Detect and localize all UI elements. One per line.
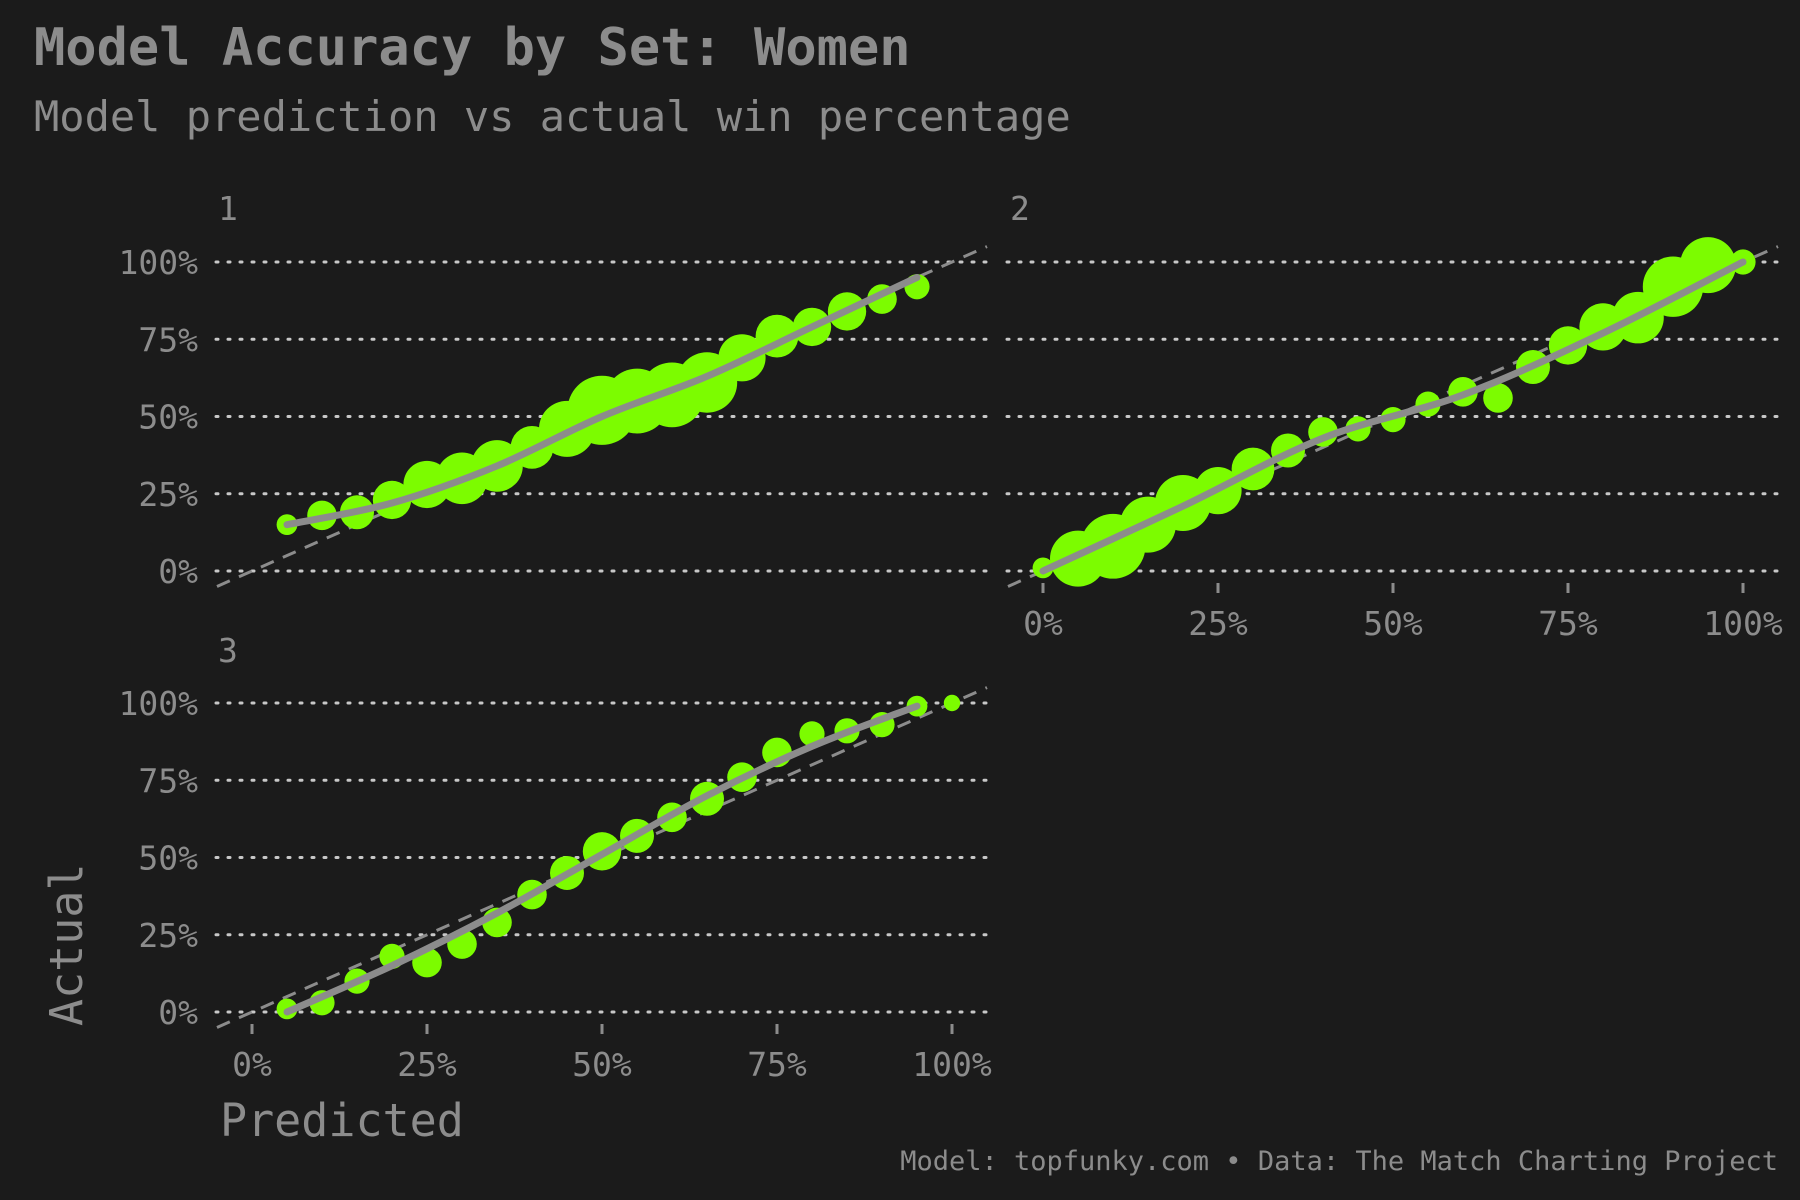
chart-title: Model Accuracy by Set: Women (34, 18, 911, 78)
x-tick-label-3-4: 100% (912, 1045, 992, 1084)
x-tick-label-3-2: 50% (572, 1045, 632, 1084)
facet-label-2: 2 (1010, 189, 1030, 228)
x-tick-label-3-3: 75% (747, 1045, 807, 1084)
facet-label-1: 1 (218, 189, 238, 228)
panel-3: 3 0% 0% 25% 25% 50% 50% 75% 75% 100% 100% (119, 631, 992, 1084)
chart-subtitle: Model prediction vs actual win percentag… (34, 92, 1071, 141)
y-tick-label-1-1: 25% (138, 475, 198, 514)
x-tick-label-2-0: 0% (1023, 604, 1063, 643)
data-point-2-13 (1483, 383, 1513, 413)
y-tick-label-1-0: 0% (158, 552, 198, 591)
x-axis-title: Predicted (220, 1094, 464, 1147)
panel-2: 2 0% 25% 50% 75% 100% (1005, 189, 1783, 643)
data-point-2-19 (1680, 237, 1736, 294)
y-tick-label-3-1: 25% (138, 916, 198, 955)
data-point-3-19 (943, 694, 961, 712)
source-caption: Model: topfunky.com • Data: The Match Ch… (900, 1146, 1778, 1177)
x-tick-label-2-4: 100% (1703, 604, 1783, 643)
facet-label-3: 3 (218, 631, 238, 670)
y-tick-label-1-4: 100% (119, 243, 199, 282)
y-tick-label-3-2: 50% (138, 839, 198, 878)
y-tick-label-1-2: 50% (138, 398, 198, 437)
smooth-curve-2 (1039, 258, 1747, 575)
x-tick-label-2-1: 25% (1188, 604, 1248, 643)
x-tick-label-2-3: 75% (1538, 604, 1598, 643)
smooth-curve-1 (283, 273, 921, 529)
x-tick-label-3-1: 25% (397, 1045, 457, 1084)
panel-1: 1 0% 25% 50% 75% 100% (119, 189, 990, 591)
y-tick-label-1-3: 75% (138, 320, 198, 359)
y-tick-label-3-0: 0% (158, 993, 198, 1032)
y-tick-label-3-4: 100% (119, 684, 199, 723)
smooth-curve-3 (283, 702, 921, 1016)
x-tick-label-2-2: 50% (1363, 604, 1423, 643)
x-tick-label-3-0: 0% (232, 1045, 272, 1084)
y-axis-title: Actual (40, 863, 93, 1026)
y-tick-label-3-3: 75% (138, 761, 198, 800)
